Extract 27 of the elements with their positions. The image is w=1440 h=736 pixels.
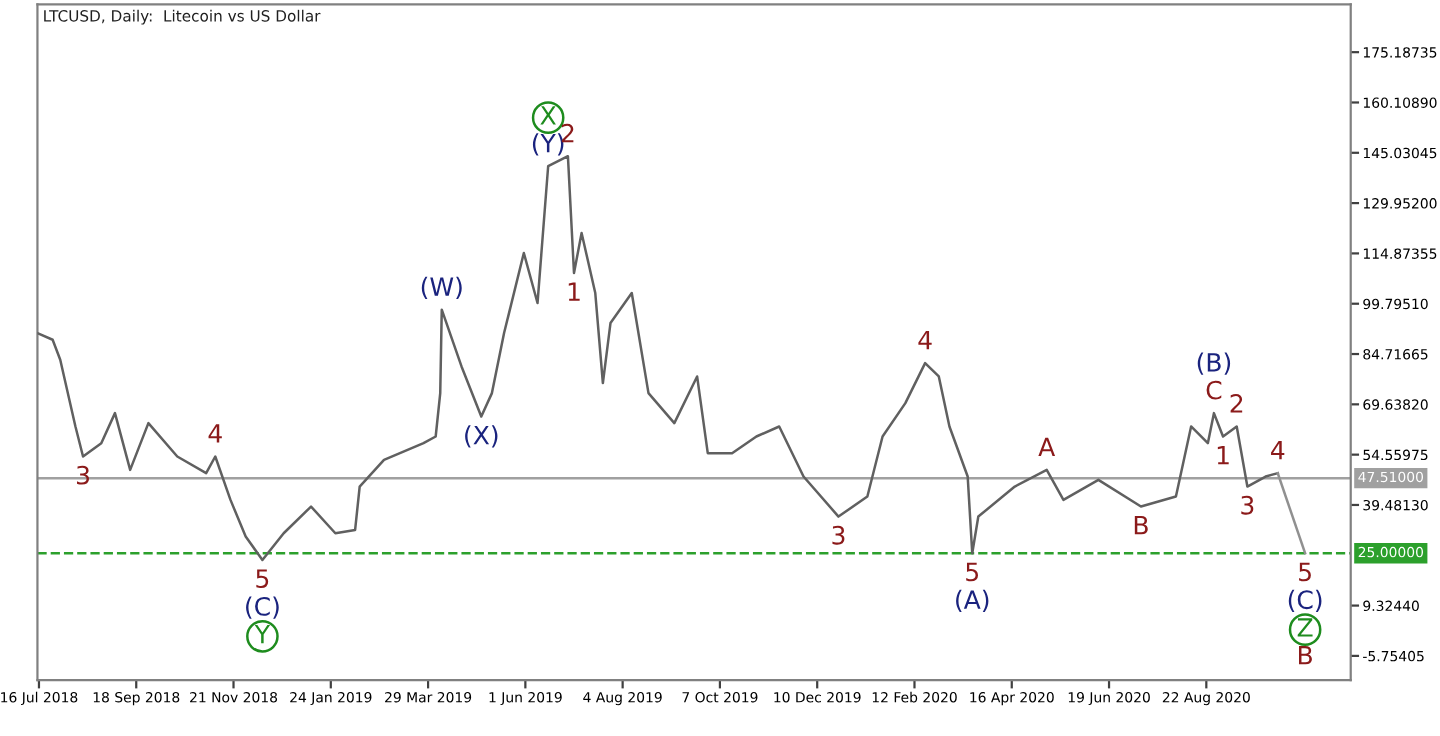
annotation: 4 (208, 424, 222, 443)
annotation: 4 (1271, 441, 1285, 460)
annotation: B (1299, 646, 1312, 665)
annotation: 2 (1230, 394, 1243, 413)
annotation: 5 (1299, 562, 1311, 582)
annotation: Y (254, 625, 271, 644)
annotation: 3 (76, 465, 89, 485)
annotation: (C) (246, 596, 279, 619)
annotation: 1 (1217, 446, 1229, 465)
annotation: (A) (956, 589, 989, 613)
annotation: Z (1297, 618, 1313, 637)
annotation: 3 (1241, 495, 1254, 515)
annotation: 3 (832, 525, 845, 545)
annotation: (X) (465, 425, 498, 448)
annotation: 5 (256, 569, 269, 589)
annotation: C (1206, 380, 1222, 400)
annotation: 2 (561, 123, 574, 143)
annotation: X (540, 106, 556, 125)
annotation: (C) (1288, 589, 1322, 613)
annotation: 5 (966, 562, 979, 582)
annotation: 4 (918, 330, 932, 350)
annotation: (B) (1197, 352, 1231, 375)
annotation: 1 (568, 282, 580, 301)
annotation: (Y) (532, 133, 564, 156)
annotation: (W) (421, 276, 462, 300)
annotation: A (1038, 437, 1056, 456)
annotation: B (1134, 516, 1148, 535)
